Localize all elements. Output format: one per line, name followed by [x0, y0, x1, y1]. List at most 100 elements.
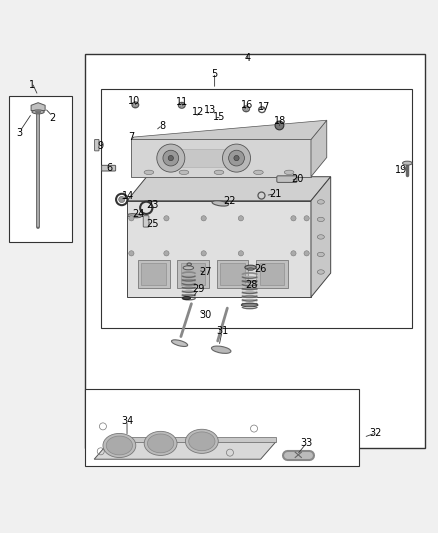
Text: 12: 12 — [192, 107, 205, 117]
Text: 10: 10 — [127, 96, 140, 106]
Circle shape — [201, 251, 206, 256]
Bar — [9, 96, 72, 243]
Text: 7: 7 — [128, 132, 134, 142]
Text: 3: 3 — [17, 128, 23, 138]
Ellipse shape — [103, 433, 136, 457]
Text: 1: 1 — [29, 80, 35, 90]
Circle shape — [129, 251, 134, 256]
Polygon shape — [311, 120, 327, 177]
Bar — [177, 260, 209, 288]
Polygon shape — [311, 177, 331, 297]
Ellipse shape — [148, 434, 174, 453]
Ellipse shape — [144, 170, 154, 174]
Polygon shape — [110, 437, 276, 442]
Ellipse shape — [133, 103, 137, 107]
Text: 6: 6 — [106, 163, 113, 173]
Polygon shape — [127, 177, 331, 201]
Circle shape — [129, 216, 134, 221]
Circle shape — [164, 251, 169, 256]
Polygon shape — [31, 103, 45, 110]
Ellipse shape — [106, 436, 133, 455]
Ellipse shape — [317, 235, 324, 239]
Text: 15: 15 — [213, 112, 225, 122]
Text: 33: 33 — [300, 438, 313, 448]
Circle shape — [238, 216, 244, 221]
Text: 26: 26 — [254, 264, 267, 273]
Circle shape — [229, 150, 244, 166]
Bar — [182, 270, 195, 296]
Text: 24: 24 — [132, 209, 144, 219]
Ellipse shape — [179, 170, 189, 174]
Circle shape — [304, 251, 309, 256]
Circle shape — [119, 197, 125, 203]
Ellipse shape — [403, 161, 412, 165]
Bar — [131, 140, 311, 177]
Bar — [101, 89, 412, 328]
Text: 4: 4 — [244, 53, 251, 63]
Ellipse shape — [189, 432, 215, 451]
Text: 27: 27 — [200, 266, 212, 277]
Text: 8: 8 — [159, 122, 165, 131]
Text: 28: 28 — [246, 280, 258, 290]
Polygon shape — [131, 120, 327, 140]
FancyBboxPatch shape — [277, 176, 297, 182]
Ellipse shape — [183, 266, 194, 270]
Ellipse shape — [185, 429, 218, 454]
Ellipse shape — [180, 103, 184, 107]
Text: 32: 32 — [370, 428, 382, 438]
Circle shape — [304, 216, 309, 221]
Ellipse shape — [247, 268, 254, 270]
Ellipse shape — [32, 110, 44, 114]
FancyBboxPatch shape — [102, 165, 116, 171]
Ellipse shape — [284, 170, 294, 174]
Text: 25: 25 — [146, 219, 159, 229]
Circle shape — [157, 144, 185, 172]
Bar — [171, 149, 237, 167]
Text: 11: 11 — [176, 97, 188, 107]
Circle shape — [164, 216, 169, 221]
Text: 13: 13 — [204, 104, 216, 115]
Circle shape — [223, 144, 251, 172]
Text: 17: 17 — [258, 102, 270, 111]
Ellipse shape — [172, 340, 187, 346]
Ellipse shape — [317, 270, 324, 274]
Text: 2: 2 — [49, 112, 56, 123]
Bar — [242, 271, 257, 305]
Ellipse shape — [183, 296, 191, 300]
Circle shape — [275, 121, 284, 130]
Text: 21: 21 — [269, 189, 281, 199]
Text: 16: 16 — [241, 100, 254, 110]
Text: 22: 22 — [224, 196, 236, 206]
Ellipse shape — [317, 252, 324, 257]
Bar — [260, 263, 284, 285]
Text: 19: 19 — [395, 165, 407, 175]
Bar — [85, 389, 359, 466]
Bar — [85, 54, 425, 448]
Bar — [127, 201, 311, 297]
Text: 23: 23 — [146, 200, 158, 210]
Ellipse shape — [241, 303, 258, 307]
Ellipse shape — [144, 431, 177, 455]
Ellipse shape — [214, 170, 224, 174]
Bar — [138, 260, 170, 288]
Text: 9: 9 — [98, 141, 104, 151]
Ellipse shape — [127, 214, 141, 218]
Text: 18: 18 — [274, 116, 286, 126]
Ellipse shape — [317, 200, 324, 204]
Ellipse shape — [35, 111, 41, 113]
Text: 14: 14 — [122, 191, 134, 201]
Ellipse shape — [212, 346, 231, 353]
Ellipse shape — [245, 265, 256, 270]
Bar — [256, 260, 288, 288]
Bar — [217, 260, 248, 288]
Ellipse shape — [244, 107, 248, 110]
Circle shape — [234, 156, 239, 161]
Ellipse shape — [212, 201, 229, 206]
Bar — [220, 263, 245, 285]
Text: 5: 5 — [212, 69, 218, 79]
Text: 31: 31 — [216, 326, 228, 336]
Ellipse shape — [317, 217, 324, 222]
Circle shape — [201, 216, 206, 221]
Bar — [181, 263, 205, 285]
Polygon shape — [94, 442, 276, 459]
